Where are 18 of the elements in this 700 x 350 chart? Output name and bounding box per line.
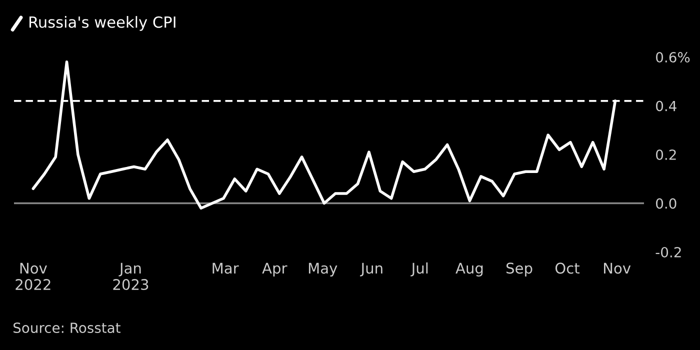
x-tick-label: Jul <box>410 262 428 276</box>
x-tick-label: Apr <box>262 262 288 277</box>
x-tick-label: Mar <box>212 262 239 274</box>
source-note: Source: Rosstat <box>14 322 120 334</box>
y-tick-label: 0.6% <box>656 52 690 63</box>
y-tick-label: 0.2 <box>656 149 676 160</box>
y-tick-label: 0.4 <box>656 100 676 112</box>
x-tick-label: Jun <box>360 262 382 276</box>
chart-title: Russia's weekly CPI <box>30 16 176 31</box>
y-tick-label: -0.2 <box>656 246 681 258</box>
x-tick-label: Nov 2022 <box>16 262 50 290</box>
x-tick-label: Aug <box>456 262 483 277</box>
y-tick-label: 0.0 <box>656 198 676 209</box>
x-tick-label: Oct <box>555 262 580 274</box>
x-tick-label: Nov <box>604 262 631 274</box>
x-tick-label: May <box>308 262 338 277</box>
x-tick-label: Jan 2023 <box>113 262 148 290</box>
x-tick-label: Sep <box>506 262 532 277</box>
